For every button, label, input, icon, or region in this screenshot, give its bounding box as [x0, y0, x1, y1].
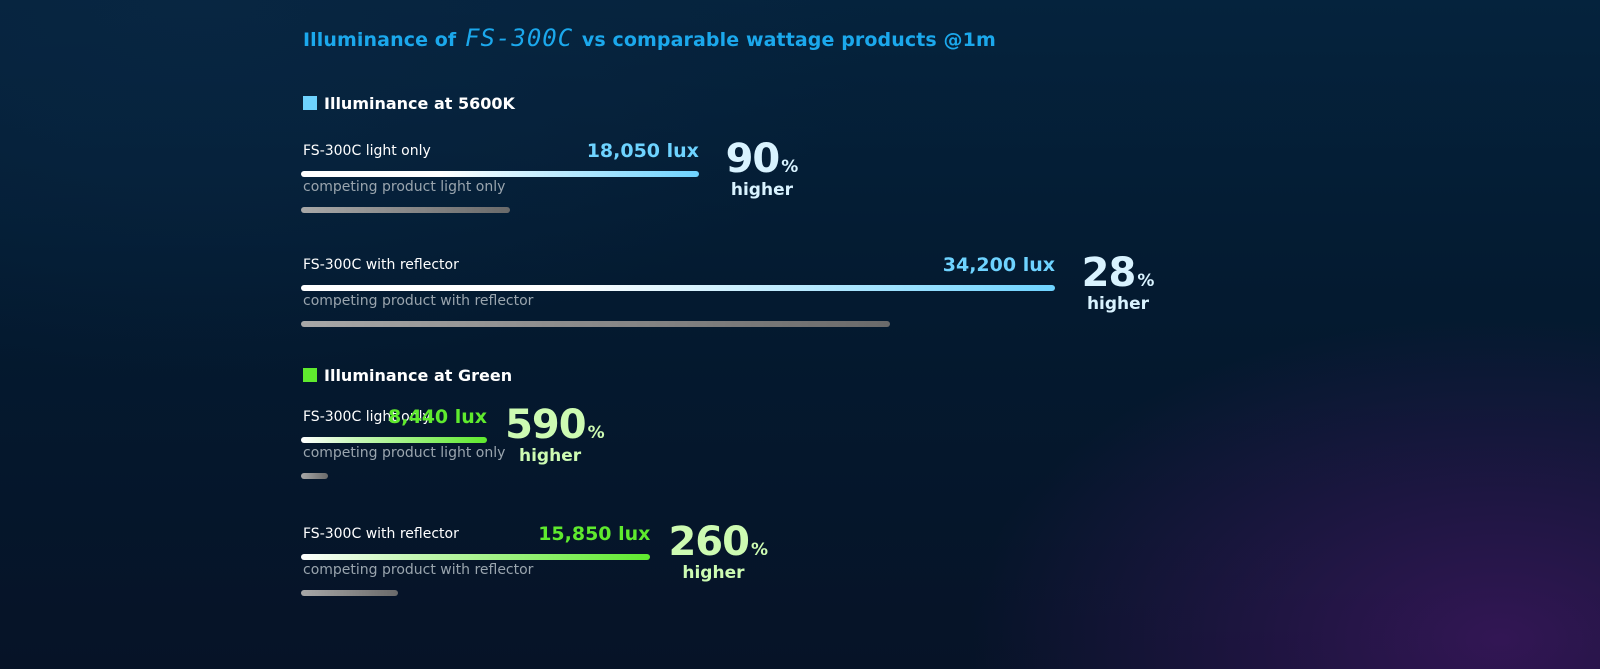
- fs300c-row-label: FS-300C light only: [303, 409, 431, 425]
- percent-sign: %: [587, 423, 605, 443]
- lux-value-label: 18,050 lux: [586, 140, 699, 162]
- lux-value-label: 34,200 lux: [942, 254, 1055, 276]
- section-header-1: Illuminance at Green: [303, 364, 512, 386]
- legend-swatch: [303, 96, 317, 110]
- fs300c-row-label: FS-300C with reflector: [303, 526, 459, 542]
- percent-higher-word: higher: [682, 563, 745, 583]
- percent-higher-word: higher: [519, 446, 582, 466]
- title-suffix: vs comparable wattage products @1m: [581, 29, 996, 51]
- fs300c-bar: [301, 554, 651, 560]
- percent-higher-word: higher: [1086, 294, 1150, 314]
- percent-value: 260: [668, 519, 749, 565]
- percent-value: 28: [1081, 250, 1137, 296]
- competitor-bar: [301, 473, 328, 479]
- fs300c-row-label: FS-300C light only: [303, 143, 431, 159]
- fs300c-bar: [301, 437, 488, 443]
- percent-sign: %: [750, 540, 768, 560]
- competitor-bar: [301, 207, 511, 213]
- percent-higher-callout: 260% higher: [668, 519, 768, 583]
- legend-swatch: [303, 368, 317, 382]
- section-label: Illuminance at Green: [324, 365, 513, 385]
- competitor-row-label: competing product with reflector: [303, 562, 534, 578]
- fs300c-bar: [301, 171, 699, 177]
- percent-higher-callout: 28% higher: [1073, 253, 1163, 314]
- percent-value: 90: [725, 136, 781, 182]
- section-label: Illuminance at 5600K: [324, 93, 515, 113]
- title-prefix: Illuminance of: [303, 29, 457, 51]
- percent-higher-word: higher: [730, 180, 793, 200]
- competitor-row-label: competing product with reflector: [303, 293, 534, 309]
- percent-higher-callout: 590% higher: [505, 402, 605, 466]
- lux-value-label: 8,440 lux: [388, 406, 488, 428]
- chart-title: Illuminance of FS-300C vs comparable wat…: [303, 24, 996, 52]
- percent-value: 590: [505, 402, 586, 448]
- section-header-0: Illuminance at 5600K: [303, 92, 515, 114]
- title-model: FS-300C: [465, 24, 574, 52]
- fs300c-row-label: FS-300C with reflector: [303, 257, 459, 273]
- competitor-bar: [301, 321, 891, 327]
- competitor-bar: [301, 590, 398, 596]
- percent-sign: %: [1137, 271, 1155, 291]
- competitor-row-label: competing product light only: [303, 179, 506, 195]
- lux-value-label: 15,850 lux: [538, 523, 651, 545]
- percent-higher-callout: 90% higher: [717, 139, 807, 200]
- competitor-row-label: competing product light only: [303, 445, 506, 461]
- percent-sign: %: [781, 157, 799, 177]
- fs300c-bar: [301, 285, 1055, 291]
